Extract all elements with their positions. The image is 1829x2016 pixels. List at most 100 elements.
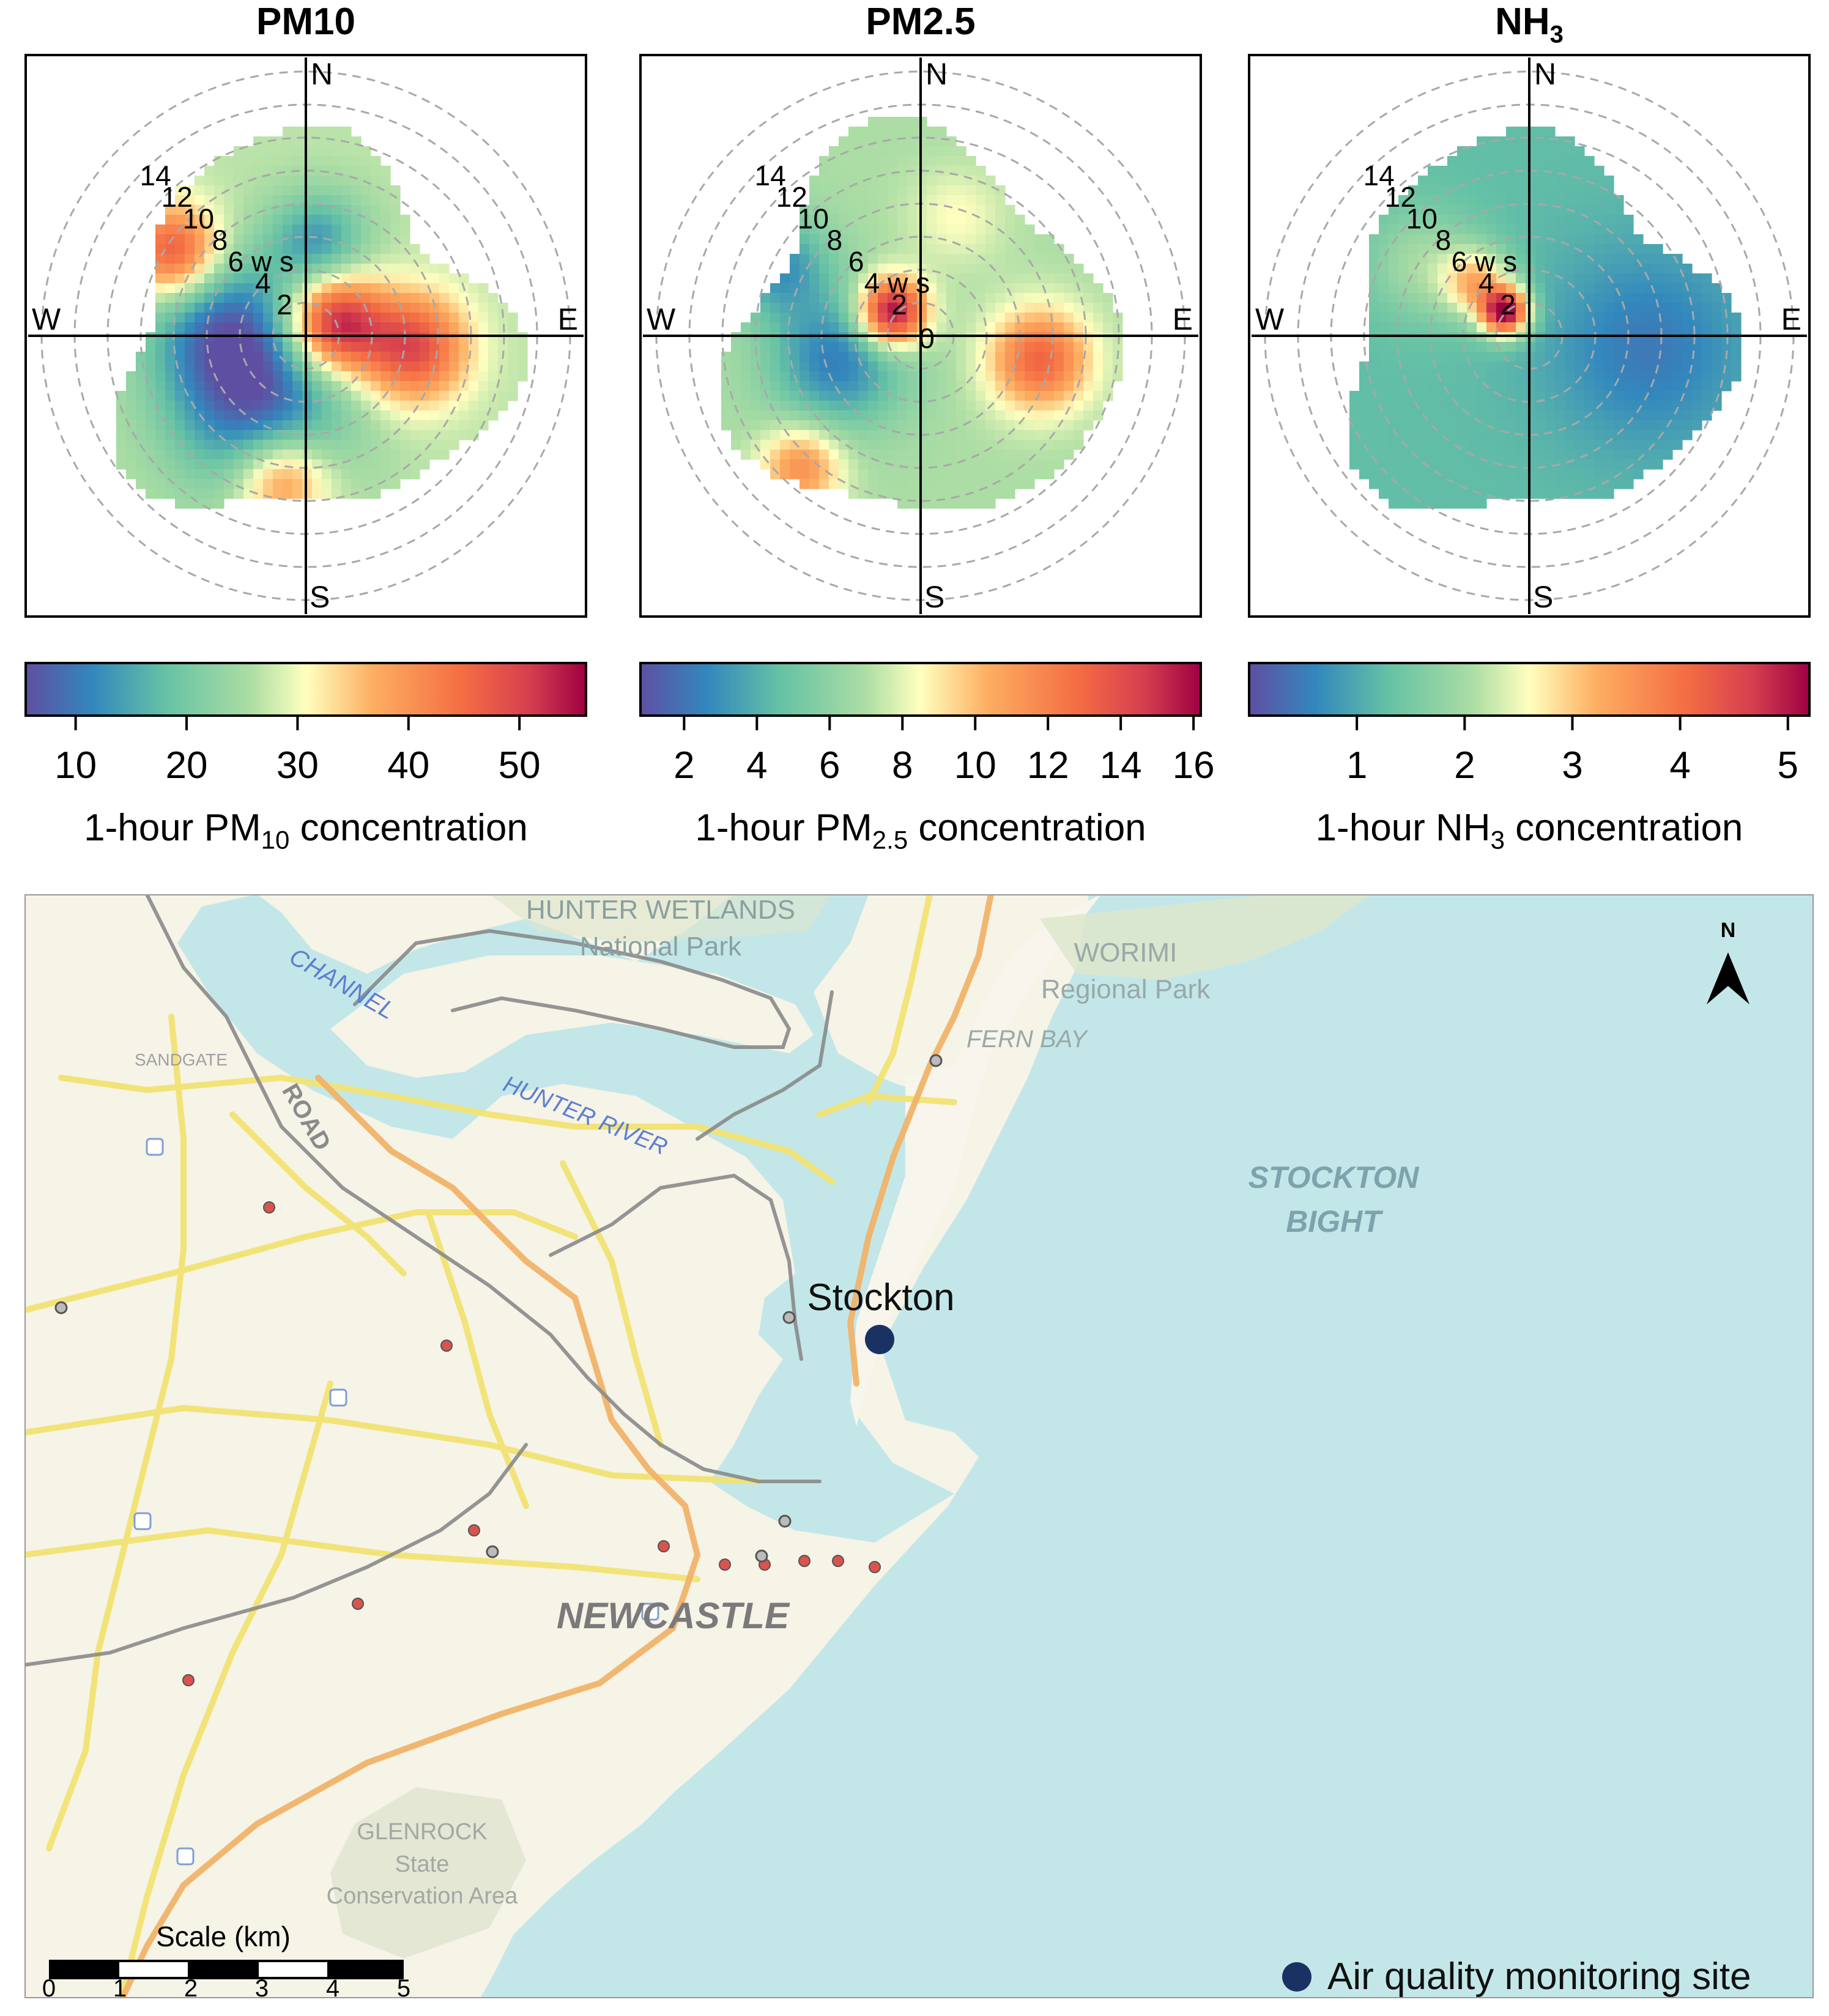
colorbar-label: 1-hour PM2.5 concentration <box>695 807 1146 854</box>
compass-label-w: W <box>32 302 61 336</box>
compass-label-s: S <box>310 580 330 614</box>
stockton-bight-label-2: BIGHT <box>1286 1204 1384 1239</box>
colorbar-gradient <box>1248 662 1811 717</box>
kooragang-island <box>330 955 814 1078</box>
scale-bar: Scale (km) 0 1 2 3 4 5 <box>42 1921 410 1998</box>
regional-park-label: Regional Park <box>1041 974 1211 1004</box>
ring-label: 8 <box>212 224 228 256</box>
north-arrow: N <box>1707 919 1749 1004</box>
compass-axes <box>28 57 584 614</box>
ring-label: 6 <box>848 246 864 278</box>
map-legend: Air quality monitoring site <box>1282 1955 1751 1998</box>
panel-title: PM2.5 <box>866 1 976 43</box>
ring-label: 14 <box>755 160 786 191</box>
scale-tick-label: 3 <box>255 1975 269 1998</box>
colorbar-tick-label: 6 <box>819 744 840 784</box>
compass-label-s: S <box>924 580 944 614</box>
compass-label-n: N <box>311 57 333 91</box>
north-arrow-label: N <box>1721 919 1736 942</box>
compass-label-n: N <box>1534 57 1556 91</box>
ring-label: 10 <box>798 202 829 234</box>
colorbar: 10 20 30 40 50 <box>24 662 587 784</box>
fern-bay-label: FERN BAY <box>966 1026 1089 1053</box>
colorbar-tick-label: 12 <box>1027 744 1069 784</box>
colorbar-gradient <box>24 662 587 717</box>
scale-tick-label: 0 <box>42 1975 56 1998</box>
colorbar-gradient <box>639 662 1202 717</box>
wetlands-area <box>489 894 832 943</box>
panel-title: NH3 <box>1495 1 1564 48</box>
ring-label: 12 <box>1385 181 1416 213</box>
ring-label: 4 <box>255 267 271 299</box>
legend-label: Air quality monitoring site <box>1327 1955 1751 1998</box>
colorbar-tick-label: 30 <box>276 744 319 784</box>
glenrock-park-area <box>330 1787 526 1959</box>
ring-label: 2 <box>276 289 292 321</box>
motorways <box>119 894 994 1998</box>
hospital-markers <box>133 1138 659 1866</box>
ring-label: 4 <box>1478 267 1494 299</box>
colorbar-tick-label: 10 <box>954 744 996 784</box>
ring-label: 12 <box>776 181 807 213</box>
locality-markers <box>54 1054 943 1563</box>
ring-label: 14 <box>1363 160 1395 191</box>
ring-label: 4 w s <box>864 267 930 299</box>
ring-label: 12 <box>161 181 193 213</box>
colorbar-label: 1-hour PM10 concentration <box>84 807 528 854</box>
colorbar-tick-label: 5 <box>1778 744 1798 784</box>
national-park-label: National Park <box>580 932 742 962</box>
stockton-bight-label-1: STOCKTON <box>1248 1160 1420 1195</box>
ring-label: 0 <box>919 322 935 354</box>
glenrock-label-1: GLENROCK <box>357 1819 487 1845</box>
colorbar-tick-label: 2 <box>673 744 694 784</box>
colorbar-tick-label: 4 <box>746 744 767 784</box>
compass-label-w: W <box>1255 302 1285 336</box>
ring-label: 8 <box>827 224 843 256</box>
colorbar-tick-label: 3 <box>1562 744 1582 784</box>
compass-axes <box>1252 57 1807 614</box>
scale-tick-label: 5 <box>397 1975 410 1998</box>
ring-label: 2 <box>891 289 907 321</box>
colorbar-tick-label: 8 <box>892 744 913 784</box>
concentration-field <box>116 127 528 509</box>
ring-label: 14 <box>140 160 171 191</box>
newcastle-label: NEWCASTLE <box>557 1595 790 1636</box>
scale-tick-label: 4 <box>326 1975 339 1998</box>
location-map: HUNTER WETLANDS National Park WORIMI Reg… <box>24 894 1814 1998</box>
ring-label: 2 <box>1500 289 1516 321</box>
colorbar-tick-label: 10 <box>54 744 97 784</box>
panel-title: PM10 <box>256 1 355 43</box>
legend-site-marker <box>1282 1962 1311 1992</box>
colorbar-tick-label: 2 <box>1454 744 1475 784</box>
compass-label-e: E <box>558 302 578 336</box>
scale-title: Scale (km) <box>156 1921 291 1952</box>
scale-tick-label: 2 <box>184 1975 198 1998</box>
compass-label-e: E <box>1173 302 1193 336</box>
worimi-park-area <box>1040 894 1370 980</box>
worimi-label: WORIMI <box>1074 938 1178 968</box>
colorbar-tick-label: 4 <box>1669 744 1690 784</box>
colorbar-tick-label: 16 <box>1173 744 1215 784</box>
monitoring-site-marker <box>865 1325 894 1354</box>
railways <box>24 894 834 1667</box>
compass-axes <box>643 57 1198 614</box>
hunter-wetlands-label: HUNTER WETLANDS <box>526 895 795 925</box>
colorbar-tick-label: 20 <box>166 744 208 784</box>
stockton-label: Stockton <box>807 1277 954 1319</box>
compass-label-n: N <box>926 57 948 91</box>
ring-label: 6 w s <box>1452 246 1517 278</box>
colorbar: 1 2 3 4 5 <box>1248 662 1811 784</box>
roads <box>24 894 957 1998</box>
glenrock-label-2: State <box>395 1851 450 1877</box>
colorbar: 2 4 6 8 10 12 14 16 <box>639 662 1215 784</box>
scale-tick-label: 1 <box>113 1975 127 1998</box>
glenrock-label-3: Conservation Area <box>327 1883 518 1909</box>
ring-label: 6 w s <box>228 246 294 278</box>
colorbar-label: 1-hour NH3 concentration <box>1315 807 1743 854</box>
